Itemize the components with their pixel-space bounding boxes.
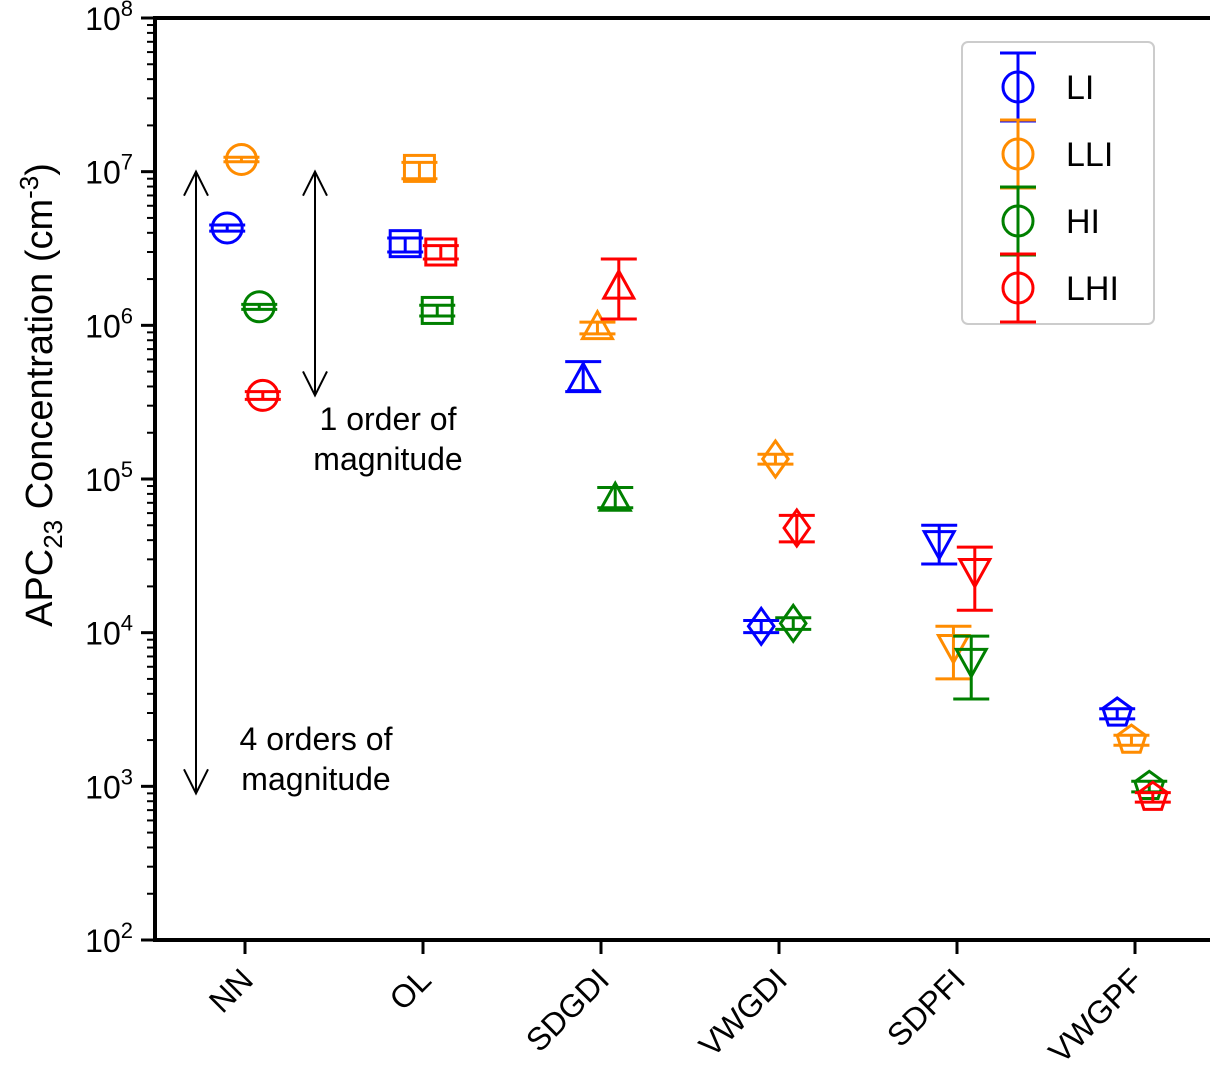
legend-label: LLI (1066, 136, 1113, 174)
magnitude-arrow-head-top (302, 169, 328, 197)
y-tick-label: 104 (85, 611, 133, 652)
data-point (921, 530, 957, 562)
data-point (1136, 780, 1169, 811)
x-tick-label: VWGPF (1042, 961, 1150, 1069)
data-point (760, 438, 791, 480)
data-point (424, 237, 458, 267)
x-tick-label: OL (382, 961, 438, 1017)
data-point (224, 142, 258, 176)
annotation-text: 1 order of (320, 401, 457, 437)
data-point (782, 507, 812, 549)
data-layer (209, 142, 1171, 811)
data-point (388, 229, 422, 259)
y-axis-title: APC23 Concentration (cm-3) (14, 163, 68, 627)
series-HI (241, 290, 1168, 800)
data-point (746, 605, 776, 647)
y-tick-label: 106 (85, 303, 133, 344)
y-tick-label: 108 (85, 0, 133, 37)
legend-marker (1001, 70, 1035, 104)
data-point (242, 290, 276, 324)
y-tick-label: 102 (85, 918, 133, 959)
data-point (420, 295, 454, 325)
data-point (601, 268, 637, 300)
legend-label: LI (1066, 69, 1094, 107)
magnitude-arrow-head-bottom (183, 768, 209, 796)
y-tick-label: 107 (85, 150, 133, 191)
y-axis-title-sub: 23 (38, 520, 68, 549)
y-axis-title-main: APC (19, 549, 61, 627)
x-tick-label: NN (202, 961, 260, 1019)
legend-marker (1001, 271, 1035, 305)
y-axis-title-end: ) (19, 163, 61, 176)
series-LI (209, 211, 1136, 727)
y-axis-title-sup: -3 (14, 176, 44, 199)
legend-frame (961, 41, 1155, 325)
annotation-text: 4 orders of (240, 721, 393, 757)
data-point (953, 647, 989, 680)
y-axis-title-rest: Concentration (cm (19, 199, 61, 520)
legend: LI LLI HI LHI (961, 41, 1155, 325)
data-point (1101, 696, 1134, 727)
data-point (246, 378, 280, 412)
x-tick-label: SDPFI (880, 961, 972, 1053)
legend-marker (1001, 204, 1035, 238)
data-point (1133, 769, 1166, 800)
data-point (565, 360, 601, 393)
x-tick-label: VWGDI (692, 961, 794, 1063)
y-tick-label: 103 (85, 764, 133, 805)
y-tick-label: 105 (85, 457, 133, 498)
annotation-text: magnitude (313, 441, 462, 477)
legend-label: LHI (1066, 270, 1119, 308)
series-LHI (244, 237, 1171, 811)
annotation-text: magnitude (241, 761, 390, 797)
data-point (1115, 723, 1148, 754)
data-point (402, 153, 436, 183)
svg-text:APC23 Concentration (cm-3): APC23 Concentration (cm-3) (14, 163, 68, 627)
data-point (597, 480, 633, 512)
magnitude-arrow-head-top (183, 169, 209, 197)
magnitude-arrow-head-bottom (302, 370, 328, 398)
legend-label: HI (1066, 203, 1100, 241)
series-LLI (223, 142, 1150, 754)
legend-marker (1001, 137, 1035, 171)
x-tick-label: SDGDI (519, 961, 616, 1058)
data-point (957, 558, 993, 590)
data-point (210, 211, 244, 245)
data-point (778, 602, 808, 644)
data-point (579, 308, 615, 341)
annotations-layer: 1 order of magnitude 4 orders of magnitude (183, 169, 463, 797)
